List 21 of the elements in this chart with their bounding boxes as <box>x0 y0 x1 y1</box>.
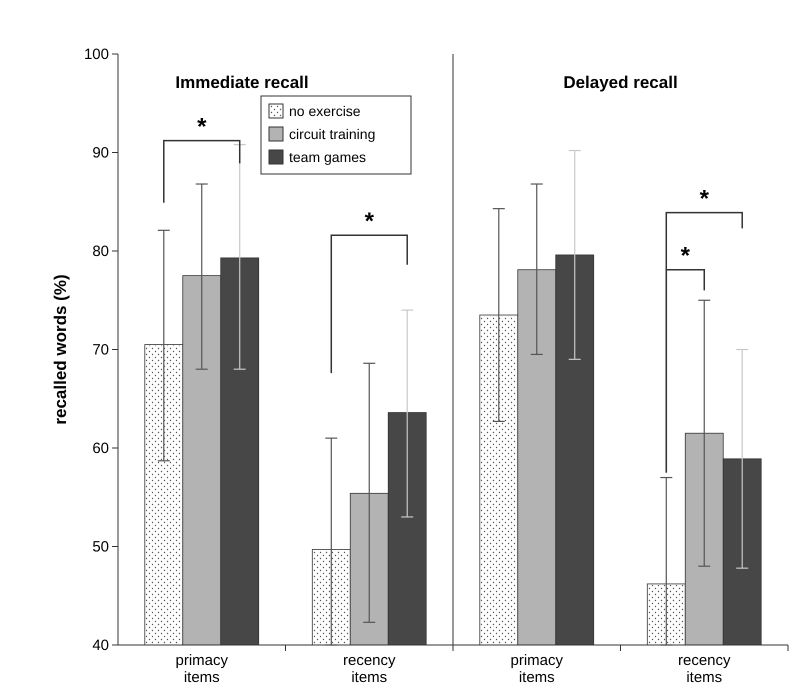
annotation: * <box>197 114 208 141</box>
legend-label: no exercise <box>289 103 361 119</box>
annotation: * <box>680 242 691 270</box>
y-axis-title: recalled words (%) <box>51 274 70 425</box>
y-tick-label: 80 <box>92 243 109 260</box>
y-tick-label: 100 <box>84 46 109 63</box>
y-tick-label: 40 <box>92 637 109 654</box>
x-tick-label: primacy items <box>510 652 564 686</box>
legend-label: circuit training <box>289 126 376 142</box>
x-tick-label: recency items <box>678 652 732 686</box>
text: Delayed recall <box>563 73 678 92</box>
x-tick-label: primacy items <box>175 652 228 686</box>
y-tick-label: 90 <box>92 144 109 162</box>
y-tick-label: 50 <box>92 538 109 556</box>
text: Immediate recall <box>175 73 309 92</box>
annotation: * <box>364 208 375 236</box>
y-tick-label: 70 <box>92 342 109 358</box>
legend-label: team games <box>289 149 366 165</box>
annotation: * <box>700 186 710 213</box>
y-tick-label: 60 <box>92 440 109 457</box>
x-tick-label: recency items <box>342 652 396 686</box>
